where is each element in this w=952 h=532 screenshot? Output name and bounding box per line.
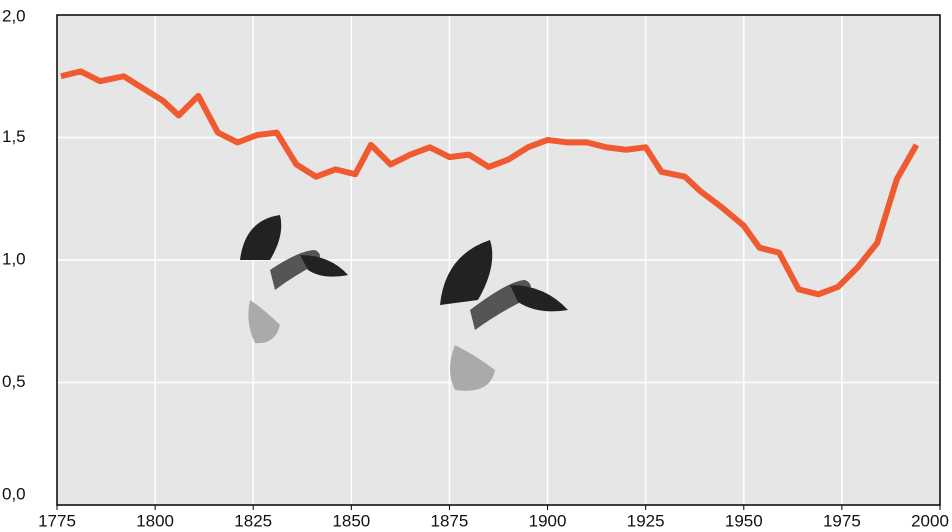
y-tick-label: 0,0 [2, 484, 26, 503]
plot-border [56, 14, 941, 506]
x-tick-label: 2000 [911, 511, 949, 530]
y-tick-label: 2,0 [2, 6, 26, 25]
stork-illustration [440, 240, 568, 391]
x-tick-label: 1775 [38, 511, 76, 530]
x-tick-label: 1950 [725, 511, 763, 530]
y-tick-label: 0,5 [2, 372, 26, 391]
x-tick-label: 1825 [234, 511, 272, 530]
stork-illustration [240, 215, 348, 344]
x-tick-label: 1925 [627, 511, 665, 530]
data-line [60, 68, 920, 298]
y-tick-label: 1,5 [2, 127, 26, 146]
x-tick-label: 1975 [823, 511, 861, 530]
x-tick-label: 1800 [136, 511, 174, 530]
x-tick-label: 1900 [529, 511, 567, 530]
x-tick-label: 1875 [431, 511, 469, 530]
y-tick-label: 1,0 [2, 249, 26, 268]
x-tick-label: 1850 [332, 511, 370, 530]
